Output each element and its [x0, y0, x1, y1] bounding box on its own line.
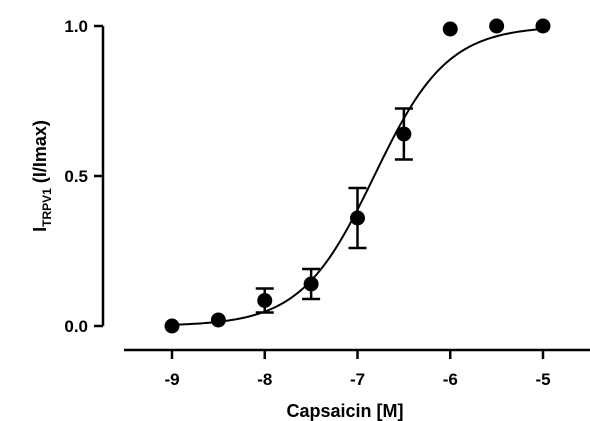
x-tick-label: -8: [257, 370, 272, 389]
data-point: [535, 18, 551, 34]
fit-curve: [171, 27, 544, 326]
y-axis-title-subscript: TRPV1: [40, 188, 54, 227]
data-point: [396, 126, 412, 142]
data-point: [257, 293, 273, 308]
tick-labels: 0.0 0.5 1.0 -9 -8 -7 -6 -5: [64, 17, 550, 389]
error-bars: [255, 107, 413, 314]
x-axis-title: Capsaicin [M]: [286, 401, 403, 421]
y-axis-title-main: I: [30, 227, 50, 232]
y-tick-label: 0.5: [64, 167, 88, 186]
data-point: [442, 21, 458, 37]
data-point: [350, 210, 365, 226]
axes: [94, 24, 590, 359]
x-tick-label: -5: [535, 370, 550, 389]
x-tick-label: -9: [164, 370, 179, 389]
y-tick-label: 1.0: [64, 17, 88, 36]
data-points: [164, 18, 551, 334]
data-point: [164, 318, 180, 334]
y-tick-label: 0.0: [64, 317, 88, 336]
x-tick-label: -7: [350, 370, 365, 389]
data-point: [210, 312, 226, 328]
y-axis-title-suffix: (I/Imax): [30, 120, 50, 188]
y-axis-title: ITRPV1 (I/Imax): [30, 120, 54, 232]
data-point: [489, 18, 505, 34]
data-point: [303, 276, 319, 292]
fit-curve-group: [171, 27, 544, 326]
x-tick-label: -6: [443, 370, 458, 389]
